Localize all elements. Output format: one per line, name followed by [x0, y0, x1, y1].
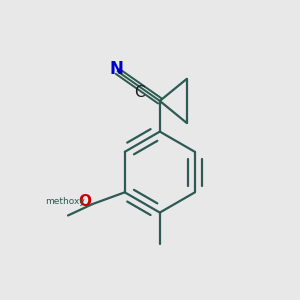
Text: methoxy: methoxy: [46, 197, 86, 206]
Text: N: N: [110, 60, 123, 78]
Text: O: O: [79, 194, 92, 209]
Text: C: C: [134, 85, 145, 100]
